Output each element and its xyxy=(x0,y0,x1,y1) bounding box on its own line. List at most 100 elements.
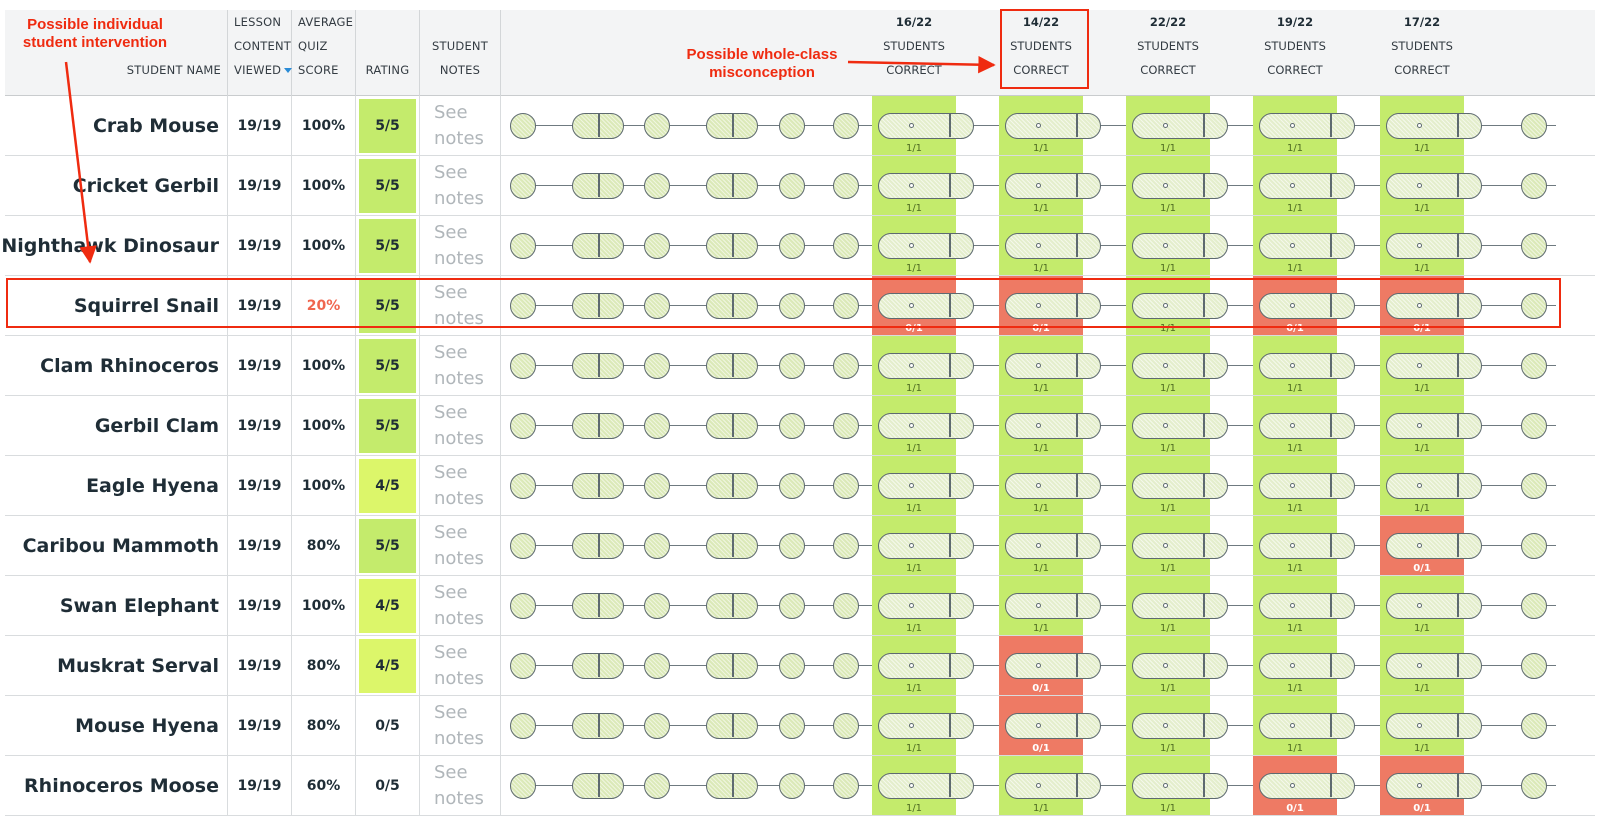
lesson-node[interactable] xyxy=(833,593,859,619)
see-notes-link[interactable]: See notes xyxy=(420,276,501,336)
quiz-node[interactable] xyxy=(1259,113,1355,139)
lesson-node-double[interactable] xyxy=(572,593,624,619)
lesson-node[interactable] xyxy=(779,413,805,439)
lesson-node-double[interactable] xyxy=(706,413,758,439)
lesson-node-double[interactable] xyxy=(572,173,624,199)
quiz-node[interactable] xyxy=(1132,713,1228,739)
lesson-node[interactable] xyxy=(644,713,670,739)
lesson-node[interactable] xyxy=(779,113,805,139)
lesson-node-double[interactable] xyxy=(572,773,624,799)
lesson-node-double[interactable] xyxy=(706,713,758,739)
see-notes-link[interactable]: See notes xyxy=(420,96,501,156)
lesson-node[interactable] xyxy=(1521,473,1547,499)
quiz-node[interactable] xyxy=(878,413,974,439)
lesson-node[interactable] xyxy=(510,233,536,259)
quiz-node[interactable] xyxy=(1386,353,1482,379)
quiz-node[interactable] xyxy=(1386,653,1482,679)
lesson-node[interactable] xyxy=(833,293,859,319)
quiz-node[interactable] xyxy=(1132,473,1228,499)
table-row[interactable]: Mouse Hyena 19/19 80% 0/5 See notes 1/1 0/1 1/1 1… xyxy=(5,696,1595,756)
quiz-node[interactable] xyxy=(1259,473,1355,499)
quiz-node[interactable] xyxy=(878,233,974,259)
table-row[interactable]: Muskrat Serval 19/19 80% 4/5 See notes 1/1 0/1 1… xyxy=(5,636,1595,696)
quiz-header-5[interactable]: 17/22 STUDENTS CORRECT xyxy=(1377,10,1467,96)
quiz-node[interactable] xyxy=(1005,533,1101,559)
quiz-node[interactable] xyxy=(1386,233,1482,259)
quiz-node[interactable] xyxy=(1386,773,1482,799)
lesson-node[interactable] xyxy=(510,653,536,679)
header-student-name[interactable]: STUDENT NAME xyxy=(5,10,228,96)
lesson-node-double[interactable] xyxy=(706,593,758,619)
lesson-node[interactable] xyxy=(1521,653,1547,679)
quiz-node[interactable] xyxy=(878,653,974,679)
quiz-node[interactable] xyxy=(1132,773,1228,799)
lesson-node[interactable] xyxy=(644,413,670,439)
quiz-node[interactable] xyxy=(1386,173,1482,199)
quiz-node[interactable] xyxy=(1005,413,1101,439)
quiz-node[interactable] xyxy=(1259,173,1355,199)
lesson-node[interactable] xyxy=(1521,533,1547,559)
table-row[interactable]: Caribou Mammoth 19/19 80% 5/5 See notes 1/1 1/1… xyxy=(5,516,1595,576)
quiz-node[interactable] xyxy=(1132,413,1228,439)
lesson-node[interactable] xyxy=(779,533,805,559)
lesson-node[interactable] xyxy=(779,773,805,799)
quiz-node[interactable] xyxy=(878,593,974,619)
header-student-notes[interactable]: STUDENT NOTES xyxy=(420,10,501,96)
lesson-node[interactable] xyxy=(833,713,859,739)
quiz-node[interactable] xyxy=(1132,113,1228,139)
quiz-node[interactable] xyxy=(878,473,974,499)
student-name[interactable]: Gerbil Clam xyxy=(5,396,228,456)
lesson-node[interactable] xyxy=(779,473,805,499)
quiz-node[interactable] xyxy=(1005,593,1101,619)
quiz-node[interactable] xyxy=(1132,293,1228,319)
student-name[interactable]: Cricket Gerbil xyxy=(5,156,228,216)
lesson-node[interactable] xyxy=(1521,113,1547,139)
quiz-node[interactable] xyxy=(1259,773,1355,799)
quiz-node[interactable] xyxy=(1259,353,1355,379)
lesson-node-double[interactable] xyxy=(706,773,758,799)
lesson-node-double[interactable] xyxy=(706,293,758,319)
see-notes-link[interactable]: See notes xyxy=(420,636,501,696)
lesson-node[interactable] xyxy=(644,113,670,139)
lesson-node-double[interactable] xyxy=(706,353,758,379)
quiz-node[interactable] xyxy=(878,353,974,379)
table-row[interactable]: Rhinoceros Moose 19/19 60% 0/5 See notes 1/1 1/… xyxy=(5,756,1595,816)
lesson-node[interactable] xyxy=(833,173,859,199)
lesson-node-double[interactable] xyxy=(572,413,624,439)
lesson-node[interactable] xyxy=(510,293,536,319)
lesson-node[interactable] xyxy=(779,713,805,739)
table-row[interactable]: Crab Mouse 19/19 100% 5/5 See notes 1/1 1/1 1/1 1… xyxy=(5,96,1595,156)
quiz-node[interactable] xyxy=(1132,173,1228,199)
lesson-node[interactable] xyxy=(779,293,805,319)
lesson-node[interactable] xyxy=(1521,353,1547,379)
lesson-node-double[interactable] xyxy=(706,233,758,259)
student-name[interactable]: Swan Elephant xyxy=(5,576,228,636)
lesson-node[interactable] xyxy=(644,593,670,619)
lesson-node-double[interactable] xyxy=(572,533,624,559)
table-row[interactable]: Nighthawk Dinosaur 19/19 100% 5/5 See notes 1/… xyxy=(1,216,1595,276)
lesson-node[interactable] xyxy=(510,173,536,199)
student-name[interactable]: Crab Mouse xyxy=(5,96,228,156)
quiz-node[interactable] xyxy=(1132,593,1228,619)
student-name[interactable]: Squirrel Snail xyxy=(5,276,228,336)
lesson-node[interactable] xyxy=(510,113,536,139)
lesson-node-double[interactable] xyxy=(572,473,624,499)
lesson-node[interactable] xyxy=(1521,413,1547,439)
see-notes-link[interactable]: See notes xyxy=(420,696,501,756)
quiz-node[interactable] xyxy=(1259,413,1355,439)
quiz-node[interactable] xyxy=(1386,413,1482,439)
quiz-node[interactable] xyxy=(1005,713,1101,739)
quiz-node[interactable] xyxy=(1386,473,1482,499)
table-row[interactable]: Swan Elephant 19/19 100% 4/5 See notes 1/1 1/1 1… xyxy=(5,576,1595,636)
quiz-node[interactable] xyxy=(1005,173,1101,199)
lesson-node[interactable] xyxy=(510,533,536,559)
student-name[interactable]: Muskrat Serval xyxy=(5,636,228,696)
student-name[interactable]: Nighthawk Dinosaur xyxy=(1,216,228,276)
lesson-node[interactable] xyxy=(833,353,859,379)
header-rating[interactable]: RATING xyxy=(356,10,420,96)
quiz-node[interactable] xyxy=(1005,293,1101,319)
lesson-node[interactable] xyxy=(833,653,859,679)
lesson-node[interactable] xyxy=(1521,713,1547,739)
lesson-node[interactable] xyxy=(644,173,670,199)
quiz-node[interactable] xyxy=(1005,353,1101,379)
